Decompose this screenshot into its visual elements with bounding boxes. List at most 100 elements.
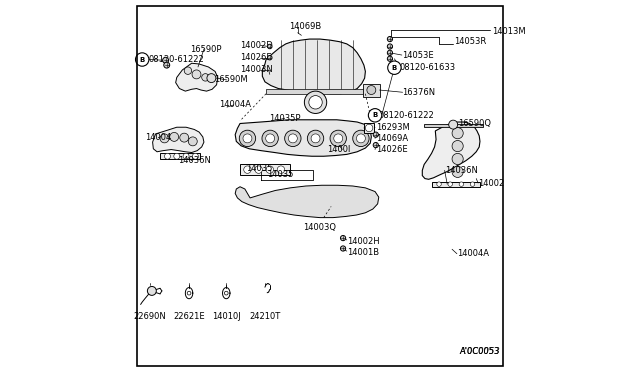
Circle shape [207,74,216,83]
Circle shape [373,132,378,137]
Polygon shape [424,124,483,127]
Text: 14003N: 14003N [240,65,273,74]
Circle shape [136,53,149,66]
Circle shape [174,153,180,159]
Polygon shape [235,120,371,156]
Text: 14026E: 14026E [376,145,408,154]
Polygon shape [235,185,379,218]
Text: 14036N: 14036N [178,156,211,165]
Text: 08120-61222: 08120-61222 [148,55,204,64]
Text: 16376N: 16376N [403,88,436,97]
Circle shape [266,134,275,143]
Text: 14026E: 14026E [240,53,271,62]
Circle shape [356,134,365,143]
Circle shape [452,128,463,139]
Polygon shape [262,39,365,94]
Circle shape [147,286,156,295]
Text: 14002H: 14002H [347,237,380,246]
Text: 22621E: 22621E [173,312,205,321]
Circle shape [164,153,170,159]
Polygon shape [431,182,480,187]
Circle shape [243,134,252,143]
Text: B: B [392,65,397,71]
Text: 14069B: 14069B [289,22,322,31]
Text: 22690N: 22690N [133,312,166,321]
Circle shape [311,134,320,143]
Circle shape [334,134,342,143]
Circle shape [387,44,392,49]
Text: 1400l: 1400l [328,145,351,154]
Circle shape [367,86,376,94]
Circle shape [244,166,251,173]
Circle shape [365,124,373,132]
Circle shape [305,91,326,113]
Circle shape [388,61,401,74]
Circle shape [170,132,179,141]
Text: 14002: 14002 [478,179,504,187]
Circle shape [340,235,346,241]
Circle shape [459,182,463,186]
Text: 16590Q: 16590Q [458,119,492,128]
Circle shape [188,137,197,146]
Circle shape [160,134,169,143]
Circle shape [268,55,272,60]
Polygon shape [363,84,380,97]
Text: 14002D: 14002D [240,41,273,50]
Circle shape [202,74,209,81]
Circle shape [266,166,273,173]
Text: B: B [372,112,378,118]
Text: 14010J: 14010J [212,312,241,321]
Circle shape [183,153,189,159]
Bar [364,123,374,133]
Circle shape [193,153,198,159]
Text: 14069A: 14069A [376,134,408,143]
Circle shape [448,182,452,186]
Text: A'0C0053: A'0C0053 [460,347,500,356]
Circle shape [187,291,191,295]
Circle shape [340,246,346,251]
Text: 14053E: 14053E [402,51,433,60]
Circle shape [225,291,228,295]
Text: 08120-61222: 08120-61222 [379,111,435,120]
Circle shape [330,130,346,147]
Circle shape [239,130,255,147]
Text: 08120-61633: 08120-61633 [400,63,456,72]
Text: 14001B: 14001B [347,248,379,257]
Text: 14004A: 14004A [457,249,489,258]
Text: 14003Q: 14003Q [303,223,336,232]
Text: A'0C0053: A'0C0053 [460,347,500,356]
Circle shape [285,130,301,147]
Circle shape [387,36,392,42]
Circle shape [184,67,191,74]
Text: B: B [140,57,145,62]
Circle shape [449,120,458,129]
Polygon shape [160,153,200,159]
Text: 14053R: 14053R [454,37,486,46]
Circle shape [452,153,463,164]
Text: 14035P: 14035P [269,114,300,123]
Circle shape [180,133,189,142]
Polygon shape [152,127,204,153]
Circle shape [387,50,392,55]
Circle shape [470,182,475,186]
Text: 24210T: 24210T [250,312,280,321]
Text: 16590M: 16590M [214,76,248,84]
Circle shape [255,166,262,173]
Circle shape [164,62,170,68]
Polygon shape [175,63,218,91]
Text: 14013M: 14013M [492,27,525,36]
Text: 14036N: 14036N [445,166,477,175]
Circle shape [163,57,168,63]
Circle shape [452,141,463,152]
Circle shape [307,130,324,147]
Circle shape [369,109,381,122]
Circle shape [268,44,272,49]
Polygon shape [266,89,365,94]
Circle shape [192,70,201,79]
Circle shape [289,134,298,143]
Text: 16293M: 16293M [376,123,410,132]
Text: 14035: 14035 [267,170,294,179]
Polygon shape [240,164,291,175]
Circle shape [452,166,463,177]
Circle shape [373,142,378,148]
